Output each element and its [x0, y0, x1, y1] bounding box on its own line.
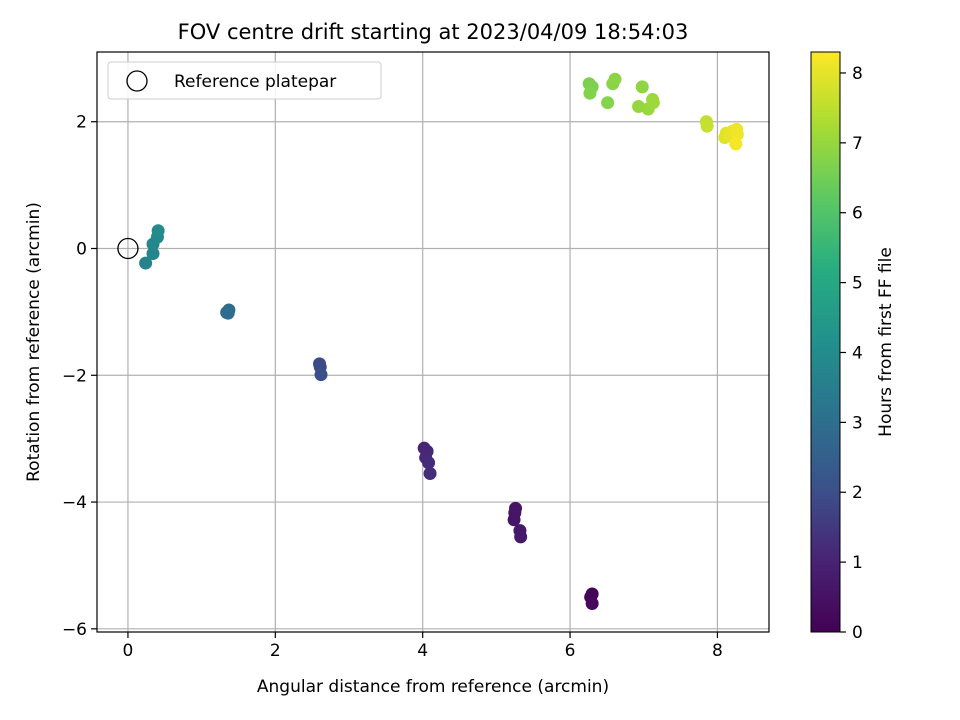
colorbar-tick-label: 5: [852, 274, 863, 294]
grid-lines: [97, 52, 769, 632]
data-point: [422, 456, 436, 470]
colorbar-tick-label: 0: [852, 623, 863, 643]
y-tick-label: −6: [62, 620, 87, 640]
data-point: [585, 596, 599, 610]
colorbar-tick-label: 8: [852, 64, 863, 84]
legend-label: Reference platepar: [174, 72, 336, 92]
x-tick-label: 0: [123, 641, 134, 661]
data-points: [139, 72, 744, 610]
y-axis-ticks: −6 −4 −2 0 2: [62, 113, 97, 640]
data-point: [583, 86, 597, 100]
colorbar-label: Hours from first FF file: [876, 247, 896, 437]
data-point: [314, 368, 328, 382]
x-axis-ticks: 0 2 4 6 8: [123, 632, 723, 661]
y-tick-label: −2: [62, 366, 87, 386]
x-tick-label: 2: [270, 641, 281, 661]
colorbar-tick-label: 3: [852, 413, 863, 433]
data-point: [635, 80, 649, 94]
data-point: [508, 506, 522, 520]
y-tick-label: 2: [76, 113, 87, 133]
data-point: [730, 127, 744, 141]
colorbar-tick-label: 4: [852, 343, 863, 363]
x-tick-label: 4: [417, 641, 428, 661]
data-point: [514, 530, 528, 544]
data-point: [646, 96, 660, 110]
legend: Reference platepar: [107, 61, 382, 100]
data-point: [729, 137, 743, 151]
colorbar-tick-label: 2: [852, 483, 863, 503]
y-axis-label: Rotation from reference (arcmin): [24, 202, 44, 482]
data-point: [601, 96, 615, 110]
reference-marker: [117, 237, 139, 260]
x-tick-label: 6: [565, 641, 576, 661]
data-point: [151, 224, 165, 238]
data-point: [423, 467, 437, 481]
data-point: [139, 256, 153, 270]
colorbar-ticks: 0 1 2 3 4 5 6 7 8: [840, 64, 863, 643]
y-tick-label: 0: [76, 240, 87, 260]
legend-marker: [126, 70, 148, 92]
reference-point: [117, 237, 139, 260]
colorbar: [810, 51, 841, 633]
data-point: [221, 306, 235, 320]
data-point: [146, 247, 160, 261]
colorbar-tick-label: 6: [852, 204, 863, 224]
colorbar-tick-label: 1: [852, 553, 863, 573]
data-point: [700, 119, 714, 133]
legend-box: [107, 61, 382, 100]
plot-area-frame: [96, 51, 770, 633]
x-axis-label: Angular distance from reference (arcmin): [257, 677, 609, 697]
data-point: [608, 72, 622, 86]
y-tick-label: −4: [62, 493, 87, 513]
chart-title: FOV centre drift starting at 2023/04/09 …: [178, 20, 689, 44]
x-tick-label: 8: [712, 641, 723, 661]
colorbar-tick-label: 7: [852, 134, 863, 154]
